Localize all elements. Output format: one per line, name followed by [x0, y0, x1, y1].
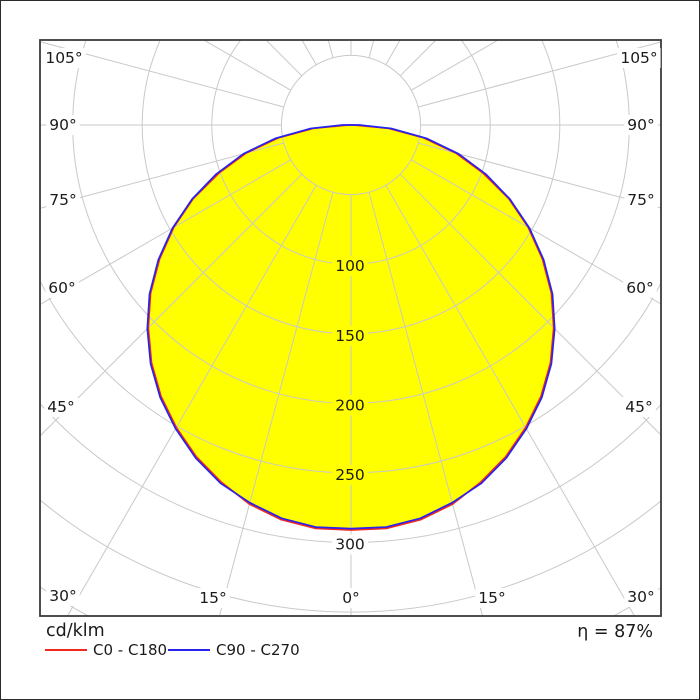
legend-line-c90-c270-icon — [168, 649, 210, 651]
legend-line-c0-c180-icon — [45, 649, 87, 651]
angle-grid-line — [385, 185, 636, 616]
angle-grid-line — [411, 159, 661, 305]
angle-tick-label-bg — [46, 190, 80, 210]
angle-grid-line — [218, 192, 334, 616]
unit-label: cd/klm — [46, 621, 105, 641]
angle-tick-label: 30° — [627, 588, 654, 606]
angle-tick-label-bg — [196, 588, 230, 608]
angle-tick-label: 75° — [49, 191, 76, 209]
angle-tick-label-bg — [624, 587, 658, 607]
angle-grid-line — [40, 41, 284, 108]
angle-tick-label: 45° — [625, 398, 652, 416]
angle-grid-line — [368, 192, 484, 616]
legend-label-c0-c180: C0 - C180 — [93, 641, 168, 659]
ring-tick-label-bg — [332, 464, 368, 485]
angle-tick-label-bg — [617, 48, 661, 68]
angle-tick-label-bg — [44, 397, 78, 417]
angle-grid-line — [327, 40, 334, 58]
angle-tick-label: 15° — [199, 589, 226, 607]
angle-tick-label: 105° — [45, 49, 82, 67]
angle-tick-label: 30° — [49, 587, 76, 605]
angle-tick-label: 0° — [342, 589, 360, 607]
angle-grid-line — [202, 40, 291, 91]
angle-grid-line — [418, 142, 661, 209]
plot-frame — [39, 39, 662, 617]
angle-grid-line — [411, 40, 500, 91]
angle-grid-line — [66, 185, 317, 616]
efficiency-label: η = 87% — [577, 622, 653, 642]
angle-tick-label-bg — [623, 278, 657, 298]
ring-tick-label-bg — [332, 534, 368, 555]
angle-grid-line — [40, 173, 303, 437]
legend-label-c90-c270: C90 - C270 — [216, 641, 300, 659]
curve-c90-c270 — [146, 124, 556, 530]
angle-tick-label: 75° — [627, 191, 654, 209]
angle-grid-line — [399, 173, 661, 436]
legend-entry-c90-c270: C90 - C270 — [168, 641, 300, 659]
angle-grid-line — [40, 159, 291, 306]
angle-tick-label-bg — [624, 115, 658, 135]
angle-tick-label: 45° — [47, 398, 74, 416]
angle-tick-label-bg — [42, 48, 86, 68]
angle-tick-label-bg — [622, 397, 656, 417]
angle-tick-label: 90° — [49, 116, 76, 134]
ring-tick-label-bg — [332, 325, 368, 346]
angle-tick-label-bg — [339, 588, 363, 608]
ring-tick-label: 200 — [335, 396, 365, 414]
angle-tick-label: 60° — [626, 279, 653, 297]
angle-tick-label: 60° — [48, 279, 75, 297]
angle-tick-label: 15° — [478, 589, 505, 607]
ring-tick-label-bg — [332, 395, 368, 416]
legend-entry-c0-c180: C0 - C180 — [45, 641, 167, 659]
angle-tick-label-bg — [46, 115, 80, 135]
tick-labels: 0° 15° 15° 30° 30° 45° 45° 60° 60° 75° 75° 90° 90° 10… — [42, 48, 661, 608]
angle-grid-line — [40, 142, 284, 209]
angle-tick-label-bg — [45, 278, 79, 298]
angle-grid-line — [418, 41, 661, 108]
ring-tick-label: 300 — [335, 536, 365, 554]
angle-tick-label: 90° — [627, 116, 654, 134]
ring-tick-label-bg — [332, 256, 368, 277]
ring-tick-label: 250 — [335, 466, 365, 484]
angle-tick-label: 105° — [620, 49, 657, 67]
angle-tick-label-bg — [46, 586, 80, 606]
ring-tick-label: 150 — [335, 327, 365, 345]
angle-tick-label-bg — [475, 588, 509, 608]
angle-grid-line — [368, 40, 375, 58]
ring-tick-label: 100 — [335, 257, 365, 275]
angle-tick-label-bg — [624, 190, 658, 210]
